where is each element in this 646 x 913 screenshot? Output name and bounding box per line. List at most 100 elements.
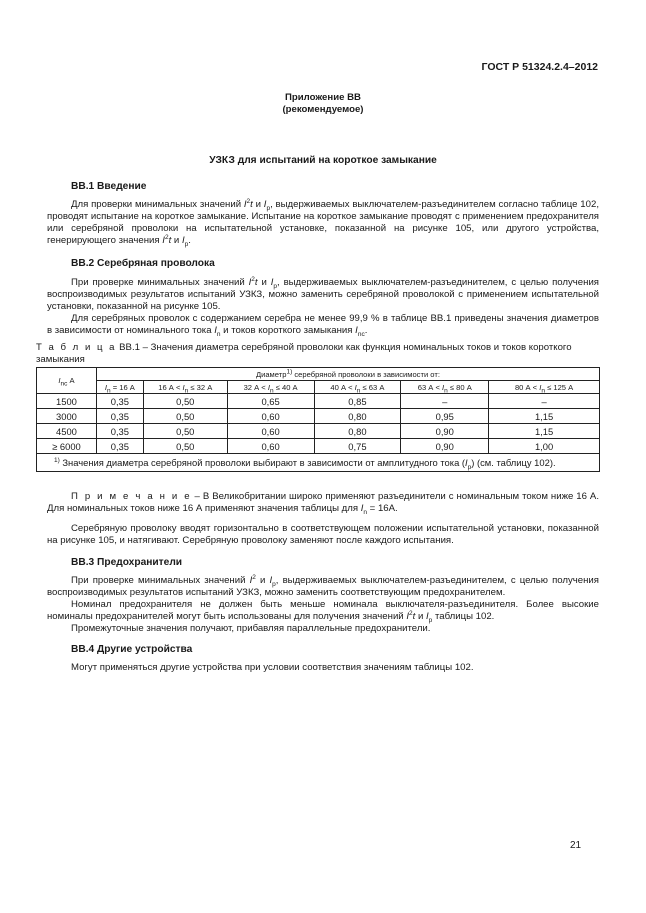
note: П р и м е ч а н и е – В Великобритании ш… [47, 491, 599, 516]
italic-symbol: I [426, 611, 429, 622]
sub-text: nc [357, 330, 365, 338]
sub-text: n [269, 387, 274, 395]
table-cell: 0,50 [142, 408, 228, 424]
column-header: 63 А < In ≤ 80 А [400, 380, 490, 394]
row-label-cell: ≥ 6000 [36, 438, 97, 454]
table-cell: 1,15 [488, 423, 600, 439]
italic-symbol: I [354, 382, 357, 392]
italic-symbol: I [58, 376, 61, 385]
table-cell: 0,90 [400, 423, 490, 439]
section-heading: ВВ.2 Серебряная проволока [71, 258, 215, 269]
annex-title: Приложение ВВ [285, 92, 361, 103]
sub-text: n [356, 387, 361, 395]
paragraph: Промежуточные значения получают, прибавл… [71, 623, 431, 634]
paragraph: Для проверки минимальных значений I2t и … [47, 197, 599, 248]
sup-text: 2 [164, 233, 169, 241]
italic-symbol: t [412, 611, 416, 622]
italic-symbol: I [263, 199, 267, 210]
page-number: 21 [570, 840, 582, 851]
table-cell: 0,95 [400, 408, 490, 424]
sub-text: n [541, 387, 545, 395]
sup-text: 2 [252, 573, 256, 581]
sup-text: 2 [409, 609, 413, 617]
table-caption-label: Т а б л и ц а [36, 342, 117, 353]
column-header: 16 А < In ≤ 32 А [142, 380, 228, 395]
table-caption: Т а б л и ц а ВВ.1 – Значения диаметра с… [36, 342, 600, 366]
table-cell: – [400, 393, 490, 409]
sup-text: 1) [286, 367, 293, 375]
italic-symbol: I [104, 382, 107, 392]
table-cell: 1,00 [488, 438, 600, 454]
silver-wire-table: Inc А Диаметр1) серебряной проволоки в з… [36, 367, 601, 472]
section-body: При проверке минимальных значений I2 и I… [47, 573, 599, 635]
italic-symbol: I [182, 382, 185, 392]
table-row: 1500 0,35 0,50 0,65 0,85– – [36, 393, 600, 409]
table-cell: 0,80 [313, 423, 402, 439]
table-cell: 0,50 [142, 393, 228, 409]
italic-symbol: I [360, 503, 364, 514]
paragraph: При проверке минимальных значений I2t и … [47, 275, 599, 312]
table-caption-text: ВВ.1 – Значения диаметра серебряной пров… [36, 342, 572, 365]
italic-symbol: I [355, 325, 358, 336]
italic-symbol: I [406, 611, 409, 622]
sub-text: p [272, 580, 276, 588]
sub-text: n [106, 387, 111, 395]
paragraph: Могут применяться другие устройства при … [71, 662, 474, 673]
italic-symbol: t [250, 199, 253, 210]
row-label-cell: 4500 [36, 423, 97, 439]
italic-symbol: I [181, 235, 185, 246]
italic-symbol: I [442, 382, 445, 392]
sub-text: p [273, 282, 278, 290]
italic-symbol: t [254, 277, 258, 288]
paragraph: При проверке минимальных значений I2 и I… [47, 573, 599, 598]
table-row: ≥ 6000 0,35 0,50 0,60 0,75 0,90 1,00 [36, 438, 600, 454]
footnote-text: 1) Значения диаметра серебряной проволок… [54, 456, 556, 471]
italic-symbol: I [214, 325, 217, 336]
section-heading: ВВ.1 Введение [71, 181, 147, 192]
sup-text: 2 [246, 197, 251, 205]
table-cell: 0,65 [226, 393, 315, 409]
sub-text: n [216, 330, 221, 338]
column-header: 80 А < In ≤ 125 А [488, 380, 600, 395]
sub-text: n [363, 508, 368, 516]
section-body: Серебряную проволоку вводят горизонтальн… [47, 523, 599, 547]
table-cell: 0,35 [95, 393, 144, 409]
row-label-cell: 1500 [36, 393, 97, 409]
sub-text: p [184, 240, 189, 248]
italic-symbol: I [243, 199, 247, 210]
annex-status: (рекомендуемое) [282, 104, 364, 115]
document-id: ГОСТ Р 51324.2.4–2012 [481, 61, 598, 73]
paragraph: Серебряную проволоку вводят горизонтальн… [47, 523, 599, 546]
paragraph: Для серебряных проволок с содержанием се… [47, 313, 599, 338]
italic-symbol: I [270, 277, 274, 288]
sub-text: n [184, 387, 189, 395]
sub-text: p [467, 463, 472, 471]
sub-text: p [266, 204, 271, 212]
column-header: In = 16 А [95, 380, 144, 395]
note-label: П р и м е ч а н и е [71, 491, 192, 502]
table-cell: 0,35 [95, 438, 144, 454]
table-cell: 0,35 [95, 423, 144, 439]
italic-symbol: I [162, 235, 165, 246]
table-cell: – [488, 393, 600, 409]
table-cell: 0,80 [313, 408, 402, 424]
italic-symbol: I [248, 277, 252, 288]
note-text: – В Великобритании широко применяют разъ… [47, 491, 599, 516]
italic-symbol: t [168, 235, 172, 246]
table-row: 3000 0,35 0,50 0,60 0,80 0,95 1,15 [36, 408, 600, 424]
table-cell: 0,85 [313, 393, 402, 409]
column-header: 32 А < In ≤ 40 А [226, 380, 315, 395]
table-row: 4500 0,35 0,50 0,60 0,80 0,90 1,15 [36, 423, 600, 439]
paragraph: Номинал предохранителя не должен быть ме… [47, 599, 599, 624]
section-heading: ВВ.4 Другие устройства [71, 644, 193, 655]
table-cell: 0,35 [95, 408, 144, 424]
table-cell: 0,50 [142, 423, 228, 439]
italic-symbol: I [267, 382, 270, 392]
table-footnote: 1) Значения диаметра серебряной проволок… [36, 453, 600, 472]
section-body: Могут применяться другие устройства при … [47, 662, 599, 674]
table-cell: 0,60 [226, 408, 315, 424]
table-cell: 0,90 [400, 438, 490, 454]
row-label-cell: 3000 [36, 408, 97, 424]
italic-symbol: I [465, 456, 468, 468]
table-cell: 0,50 [142, 438, 228, 454]
